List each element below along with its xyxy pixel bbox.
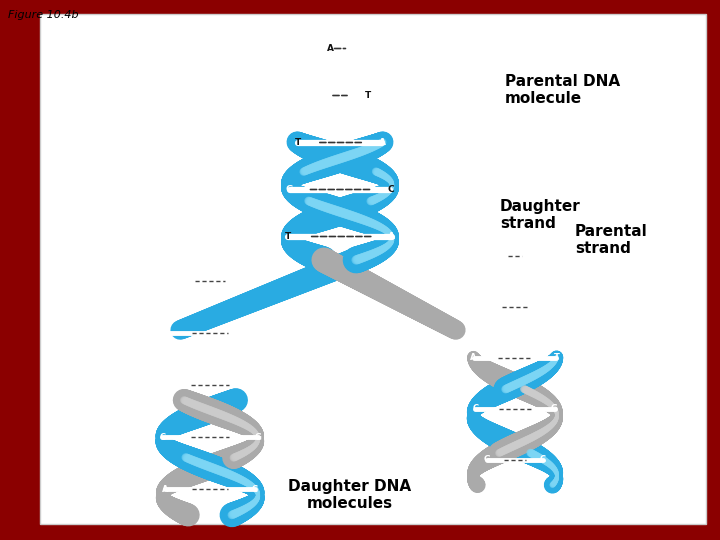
Text: A: A [545,302,552,311]
Text: C: C [159,433,166,442]
Text: A: A [309,91,315,100]
Text: Daughter DNA
molecules: Daughter DNA molecules [289,479,412,511]
Text: A: A [379,138,386,147]
Text: G: G [254,433,261,442]
Text: A: A [388,232,395,241]
Text: T: T [346,44,353,53]
Text: C: C [479,302,485,311]
Text: T: T [285,232,292,241]
Text: T: T [495,251,501,260]
Text: C: C [252,484,258,494]
Text: Figure 10.4b: Figure 10.4b [8,10,78,20]
Text: A: A [163,328,169,338]
Text: A: A [254,381,261,389]
Text: C: C [472,404,479,413]
Text: A: A [245,276,251,286]
Text: T: T [554,353,559,362]
Text: Parental DNA
molecule: Parental DNA molecule [505,74,620,106]
Text: G: G [286,185,293,194]
Text: T: T [365,91,371,100]
Text: Daughter
strand: Daughter strand [500,199,581,231]
Text: C: C [540,455,546,464]
Text: T: T [294,138,301,147]
Text: G: G [551,404,558,413]
Text: T: T [160,381,166,389]
Text: A: A [470,353,477,362]
Text: A: A [161,484,168,494]
Text: G: G [484,455,490,464]
Text: A: A [327,44,334,53]
Text: G: G [528,251,535,260]
Text: Parental
strand: Parental strand [575,224,648,256]
Text: C: C [387,185,394,194]
Text: T: T [251,328,257,338]
Text: T: T [169,276,175,286]
